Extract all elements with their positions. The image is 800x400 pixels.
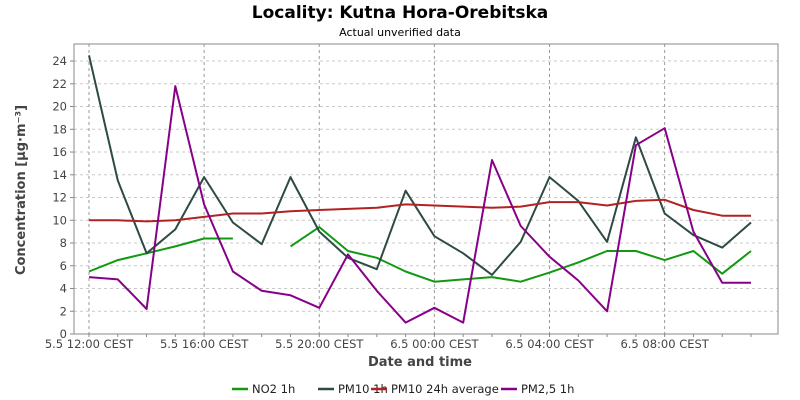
y-tick-label: 6: [60, 259, 67, 273]
legend-label-pm2-5-1h: PM2,5 1h: [521, 382, 574, 396]
y-tick-label: 8: [60, 236, 67, 250]
x-axis-label: Date and time: [368, 355, 472, 370]
x-tick-label: 6.5 04:00 CEST: [505, 337, 594, 351]
y-tick-label: 24: [52, 54, 67, 68]
x-tick-label: 5.5 20:00 CEST: [275, 337, 364, 351]
chart-subtitle: Actual unverified data: [339, 26, 461, 39]
y-tick-label: 12: [52, 191, 67, 205]
y-tick-label: 16: [52, 145, 67, 159]
series-line-pm10-24h-average: [89, 198, 751, 223]
y-tick-label: 20: [52, 100, 67, 114]
legend-label-pm10-1h: PM10 1h: [338, 382, 388, 396]
y-tick-label: 10: [52, 213, 67, 227]
series-line-no2-1h: [289, 226, 752, 283]
series-line-pm2-5-1h: [88, 85, 751, 324]
y-tick-label: 18: [52, 122, 67, 136]
x-tick-label: 6.5 00:00 CEST: [390, 337, 479, 351]
y-tick-label: 14: [52, 168, 67, 182]
x-axis: 5.5 12:00 CEST 5.5 16:00 CEST 5.5 20:00 CE…: [45, 334, 752, 351]
y-tick-label: 22: [52, 77, 67, 91]
x-tick-label: 5.5 16:00 CEST: [160, 337, 249, 351]
x-tick-label: 5.5 12:00 CEST: [45, 337, 134, 351]
legend: NO2 1h PM10 1h PM10 24h average PM2,5 1h: [232, 382, 574, 396]
legend-label-no2-1h: NO2 1h: [252, 382, 295, 396]
y-tick-label: 2: [60, 304, 67, 318]
plot-area: [73, 43, 779, 335]
legend-label-pm10-24h-average: PM10 24h average: [391, 382, 499, 396]
x-tick-label: 6.5 08:00 CEST: [620, 337, 709, 351]
y-tick-label: 0: [60, 327, 67, 341]
grid: [74, 44, 778, 335]
y-tick-label: 4: [60, 282, 67, 296]
chart-title: Locality: Kutna Hora-Orebitska: [252, 3, 548, 23]
y-axis-label: Concentration [µg·m⁻³]: [14, 105, 29, 275]
series-line-no2-1h: [88, 237, 233, 273]
series-lines: [88, 55, 752, 324]
